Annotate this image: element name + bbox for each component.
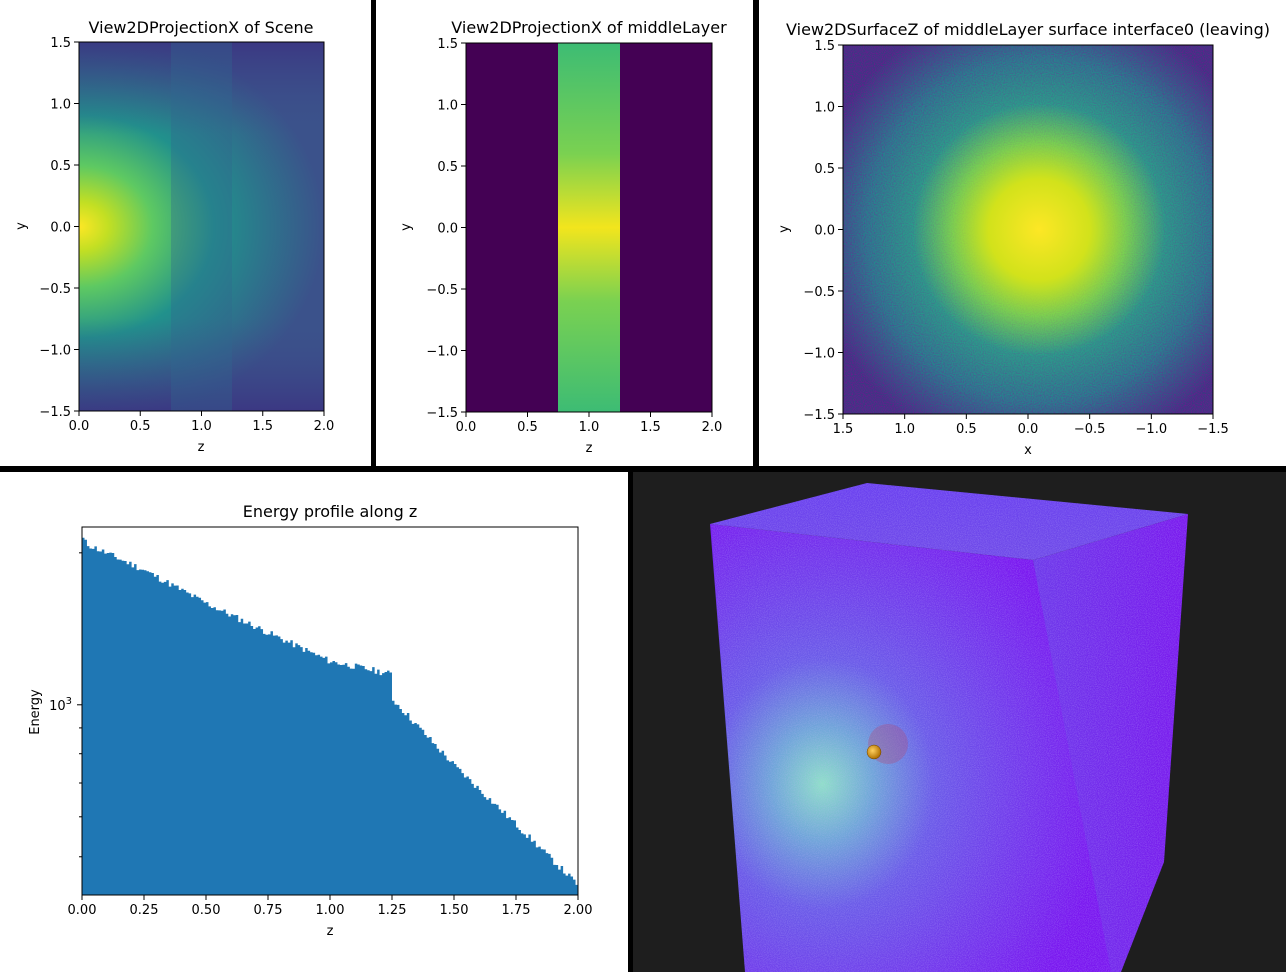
energy-ytick-label: 103	[49, 696, 82, 714]
xtick-label: 0.0	[69, 419, 90, 434]
xtick-label: 0.5	[956, 422, 977, 437]
xtick-label: −1.5	[1197, 422, 1229, 437]
xtick-label: 0.50	[192, 903, 221, 918]
surface-panel: View2DSurfaceZ of middleLayer surface in…	[759, 0, 1286, 466]
ytick-label: −0.5	[426, 283, 458, 298]
scene-projection-chart: View2DProjectionX of Scene 0.0 0.5 1.0 1.5 2…	[14, 18, 334, 455]
xtick-label: 0.5	[130, 419, 151, 434]
xtick-label: 1.0	[894, 422, 915, 437]
xtick-label: 1.25	[378, 903, 407, 918]
xtick-label: 1.5	[252, 419, 273, 434]
ytick-label: 0.0	[814, 224, 835, 239]
source-sphere	[866, 744, 882, 760]
ytick-label: −1.5	[39, 405, 71, 420]
surface-ticks: 1.5 1.0 0.5 0.0 −0.5 −1.0 −1.51.51.00.50.0−0.5…	[803, 39, 1228, 437]
ytick-label: 1.5	[814, 39, 835, 54]
middle-ylabel: y	[399, 223, 414, 231]
xtick-label: 2.00	[564, 903, 593, 918]
ytick-label: −1.5	[803, 408, 835, 423]
xtick-label: −0.5	[1074, 422, 1106, 437]
middle-heatmap	[465, 42, 713, 413]
surface-xlabel: x	[1024, 443, 1032, 458]
surface-chart: View2DSurfaceZ of middleLayer surface in…	[777, 20, 1270, 458]
ytick-label: 1.5	[50, 36, 71, 51]
energy-ylabel: Energy	[28, 689, 43, 735]
ytick-label: −0.5	[39, 282, 71, 297]
scene-ticks: 0.0 0.5 1.0 1.5 2.0 1.5 1.0 0.5 0.0 −0.5 −1.0 −1.5	[39, 36, 334, 434]
ytick-label: −1.0	[426, 345, 458, 360]
ytick-label: −1.5	[426, 406, 458, 421]
scene-projection-title: View2DProjectionX of Scene	[89, 18, 314, 37]
scene-projection-panel: View2DProjectionX of Scene 0.0 0.5 1.0 1.5 2…	[0, 0, 371, 466]
ytick-label: −1.0	[39, 344, 71, 359]
xtick-label: 1.00	[316, 903, 345, 918]
xtick-label: 0.75	[254, 903, 283, 918]
middle-projection-chart: View2DProjectionX of middleLayer 0.0 0.5 1…	[399, 18, 727, 456]
energy-title: Energy profile along z	[243, 502, 418, 521]
xtick-label: 1.5	[833, 422, 854, 437]
xtick-label: 0.5	[517, 420, 538, 435]
xtick-label: 0.0	[456, 420, 477, 435]
ytick-label: 1.0	[437, 99, 458, 114]
scene-heatmap	[78, 41, 325, 412]
energy-ticks: 0.00 0.25 0.50 0.75 1.00 1.25 1.50 1.75 2.00	[68, 552, 593, 918]
middle-xlabel: z	[586, 441, 593, 456]
render-3d-view	[710, 483, 1188, 972]
ytick-base: 10	[49, 699, 66, 714]
middle-projection-panel: View2DProjectionX of middleLayer 0.0 0.5 1…	[376, 0, 753, 466]
xtick-label: −1.0	[1136, 422, 1168, 437]
ytick-label: −1.0	[803, 347, 835, 362]
energy-bars	[82, 537, 578, 895]
ytick-label: 0.5	[50, 159, 71, 174]
energy-chart: Energy profile along z 0.00 0.25 0.50 0.75 1…	[28, 502, 593, 939]
ytick-label: 0.5	[814, 162, 835, 177]
xtick-label: 1.0	[191, 419, 212, 434]
middle-layer-band	[171, 42, 232, 411]
energy-histogram-bars	[82, 537, 578, 895]
middle-projection-title: View2DProjectionX of middleLayer	[451, 18, 727, 37]
middle-ticks: 0.0 0.5 1.0 1.5 2.0 1.5 1.0 0.5 0.0 −0.5 −1.0 −1.5	[426, 37, 722, 435]
ytick-label: 1.0	[814, 101, 835, 116]
xtick-label: 1.50	[440, 903, 469, 918]
ytick-label: 1.5	[437, 37, 458, 52]
middle-layer-band	[558, 43, 620, 412]
ytick-label: 0.0	[50, 221, 71, 236]
xtick-label: 1.5	[640, 420, 661, 435]
render-3d-panel[interactable]	[633, 472, 1286, 972]
surface-ylabel: y	[777, 225, 792, 233]
ytick-label: 0.0	[437, 222, 458, 237]
xtick-label: 0.00	[68, 903, 97, 918]
xtick-label: 2.0	[314, 419, 335, 434]
ytick-label: 0.5	[437, 160, 458, 175]
surface-heatmap	[842, 44, 1214, 415]
xtick-label: 2.0	[702, 420, 723, 435]
energy-panel: Energy profile along z 0.00 0.25 0.50 0.75 1…	[0, 472, 628, 972]
scene-xlabel: z	[198, 440, 205, 455]
ytick-exponent: 3	[66, 696, 72, 707]
scene-ylabel: y	[14, 222, 29, 230]
cube	[710, 483, 1188, 972]
ytick-label: 1.0	[50, 98, 71, 113]
svg-text:103: 103	[49, 696, 72, 714]
xtick-label: 1.75	[502, 903, 531, 918]
surface-title: View2DSurfaceZ of middleLayer surface in…	[786, 20, 1270, 39]
ytick-label: −0.5	[803, 285, 835, 300]
energy-xlabel: z	[327, 924, 334, 939]
xtick-label: 1.0	[579, 420, 600, 435]
xtick-label: 0.0	[1018, 422, 1039, 437]
xtick-label: 0.25	[130, 903, 159, 918]
